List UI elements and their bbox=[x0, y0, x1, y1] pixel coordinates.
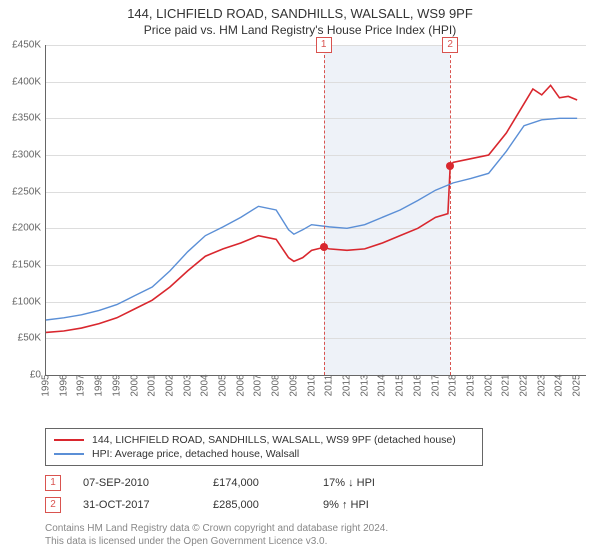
x-axis-label: 2020 bbox=[483, 374, 494, 396]
legend-label: 144, LICHFIELD ROAD, SANDHILLS, WALSALL,… bbox=[92, 434, 456, 446]
x-axis-label: 2016 bbox=[412, 374, 423, 396]
sales-row: 1 07-SEP-2010£174,00017% ↓ HPI bbox=[45, 472, 443, 494]
sale-marker-index: 2 bbox=[442, 37, 458, 53]
y-axis-label: £450K bbox=[12, 40, 41, 51]
x-axis-label: 1998 bbox=[94, 374, 105, 396]
sale-date: 31-OCT-2017 bbox=[83, 499, 213, 511]
x-axis-label: 2024 bbox=[554, 374, 565, 396]
x-axis-label: 2022 bbox=[519, 374, 530, 396]
y-axis-label: £100K bbox=[12, 296, 41, 307]
x-axis-label: 2005 bbox=[218, 374, 229, 396]
sale-delta: 17% ↓ HPI bbox=[323, 477, 443, 489]
sales-row: 2 31-OCT-2017£285,0009% ↑ HPI bbox=[45, 494, 443, 516]
legend-swatch bbox=[54, 439, 84, 441]
chart-subtitle: Price paid vs. HM Land Registry's House … bbox=[0, 21, 600, 37]
x-axis-label: 2010 bbox=[306, 374, 317, 396]
chart-container: 144, LICHFIELD ROAD, SANDHILLS, WALSALL,… bbox=[0, 0, 600, 560]
x-axis-label: 2013 bbox=[359, 374, 370, 396]
sale-marker-line bbox=[324, 45, 325, 375]
sale-marker-line bbox=[450, 45, 451, 375]
x-axis-label: 2003 bbox=[182, 374, 193, 396]
x-axis-label: 2007 bbox=[253, 374, 264, 396]
x-axis-label: 2004 bbox=[200, 374, 211, 396]
x-axis-label: 2011 bbox=[324, 375, 335, 397]
plot-region: £0£50K£100K£150K£200K£250K£300K£350K£400… bbox=[45, 45, 586, 376]
x-axis-label: 2009 bbox=[288, 374, 299, 396]
y-axis-label: £0 bbox=[30, 370, 41, 381]
y-axis-label: £200K bbox=[12, 223, 41, 234]
x-axis-label: 2000 bbox=[129, 374, 140, 396]
sale-price: £174,000 bbox=[213, 477, 323, 489]
x-axis-label: 2021 bbox=[501, 374, 512, 396]
x-axis-label: 2002 bbox=[164, 374, 175, 396]
y-axis-label: £350K bbox=[12, 113, 41, 124]
x-axis-label: 2019 bbox=[465, 374, 476, 396]
sale-marker-index: 1 bbox=[316, 37, 332, 53]
sale-price: £285,000 bbox=[213, 499, 323, 511]
y-axis-label: £250K bbox=[12, 186, 41, 197]
footer-attribution: Contains HM Land Registry data © Crown c… bbox=[45, 522, 388, 548]
sales-table: 1 07-SEP-2010£174,00017% ↓ HPI 2 31-OCT-201… bbox=[45, 472, 443, 516]
x-axis-label: 2023 bbox=[536, 374, 547, 396]
x-axis-label: 2012 bbox=[341, 374, 352, 396]
y-axis-label: £300K bbox=[12, 150, 41, 161]
legend-swatch bbox=[54, 453, 84, 455]
x-axis-label: 2006 bbox=[235, 374, 246, 396]
legend-item: HPI: Average price, detached house, Wals… bbox=[54, 447, 474, 461]
x-axis-label: 2015 bbox=[395, 374, 406, 396]
footer-line-1: Contains HM Land Registry data © Crown c… bbox=[45, 522, 388, 535]
x-axis-label: 1997 bbox=[76, 374, 87, 396]
y-axis-label: £400K bbox=[12, 76, 41, 87]
x-axis-label: 1999 bbox=[111, 374, 122, 396]
sale-index-box: 2 bbox=[45, 497, 61, 513]
x-axis-label: 1996 bbox=[58, 374, 69, 396]
sale-point-dot bbox=[446, 162, 454, 170]
x-axis-label: 2018 bbox=[448, 374, 459, 396]
x-axis-label: 1995 bbox=[41, 374, 52, 396]
sale-index-box: 1 bbox=[45, 475, 61, 491]
legend-item: 144, LICHFIELD ROAD, SANDHILLS, WALSALL,… bbox=[54, 433, 474, 447]
sale-date: 07-SEP-2010 bbox=[83, 477, 213, 489]
x-axis-label: 2014 bbox=[377, 374, 388, 396]
x-axis-label: 2008 bbox=[271, 374, 282, 396]
chart-title: 144, LICHFIELD ROAD, SANDHILLS, WALSALL,… bbox=[0, 0, 600, 21]
legend: 144, LICHFIELD ROAD, SANDHILLS, WALSALL,… bbox=[45, 428, 483, 466]
y-axis-label: £50K bbox=[18, 333, 41, 344]
footer-line-2: This data is licensed under the Open Gov… bbox=[45, 535, 388, 548]
series-line bbox=[46, 85, 577, 332]
y-axis-label: £150K bbox=[12, 260, 41, 271]
sale-point-dot bbox=[320, 243, 328, 251]
x-axis-label: 2017 bbox=[430, 374, 441, 396]
sale-delta: 9% ↑ HPI bbox=[323, 499, 443, 511]
line-series-svg bbox=[46, 45, 586, 375]
x-axis-label: 2025 bbox=[572, 374, 583, 396]
chart-area: £0£50K£100K£150K£200K£250K£300K£350K£400… bbox=[45, 45, 585, 405]
x-axis-label: 2001 bbox=[147, 374, 158, 396]
series-line bbox=[46, 118, 577, 320]
legend-label: HPI: Average price, detached house, Wals… bbox=[92, 448, 299, 460]
